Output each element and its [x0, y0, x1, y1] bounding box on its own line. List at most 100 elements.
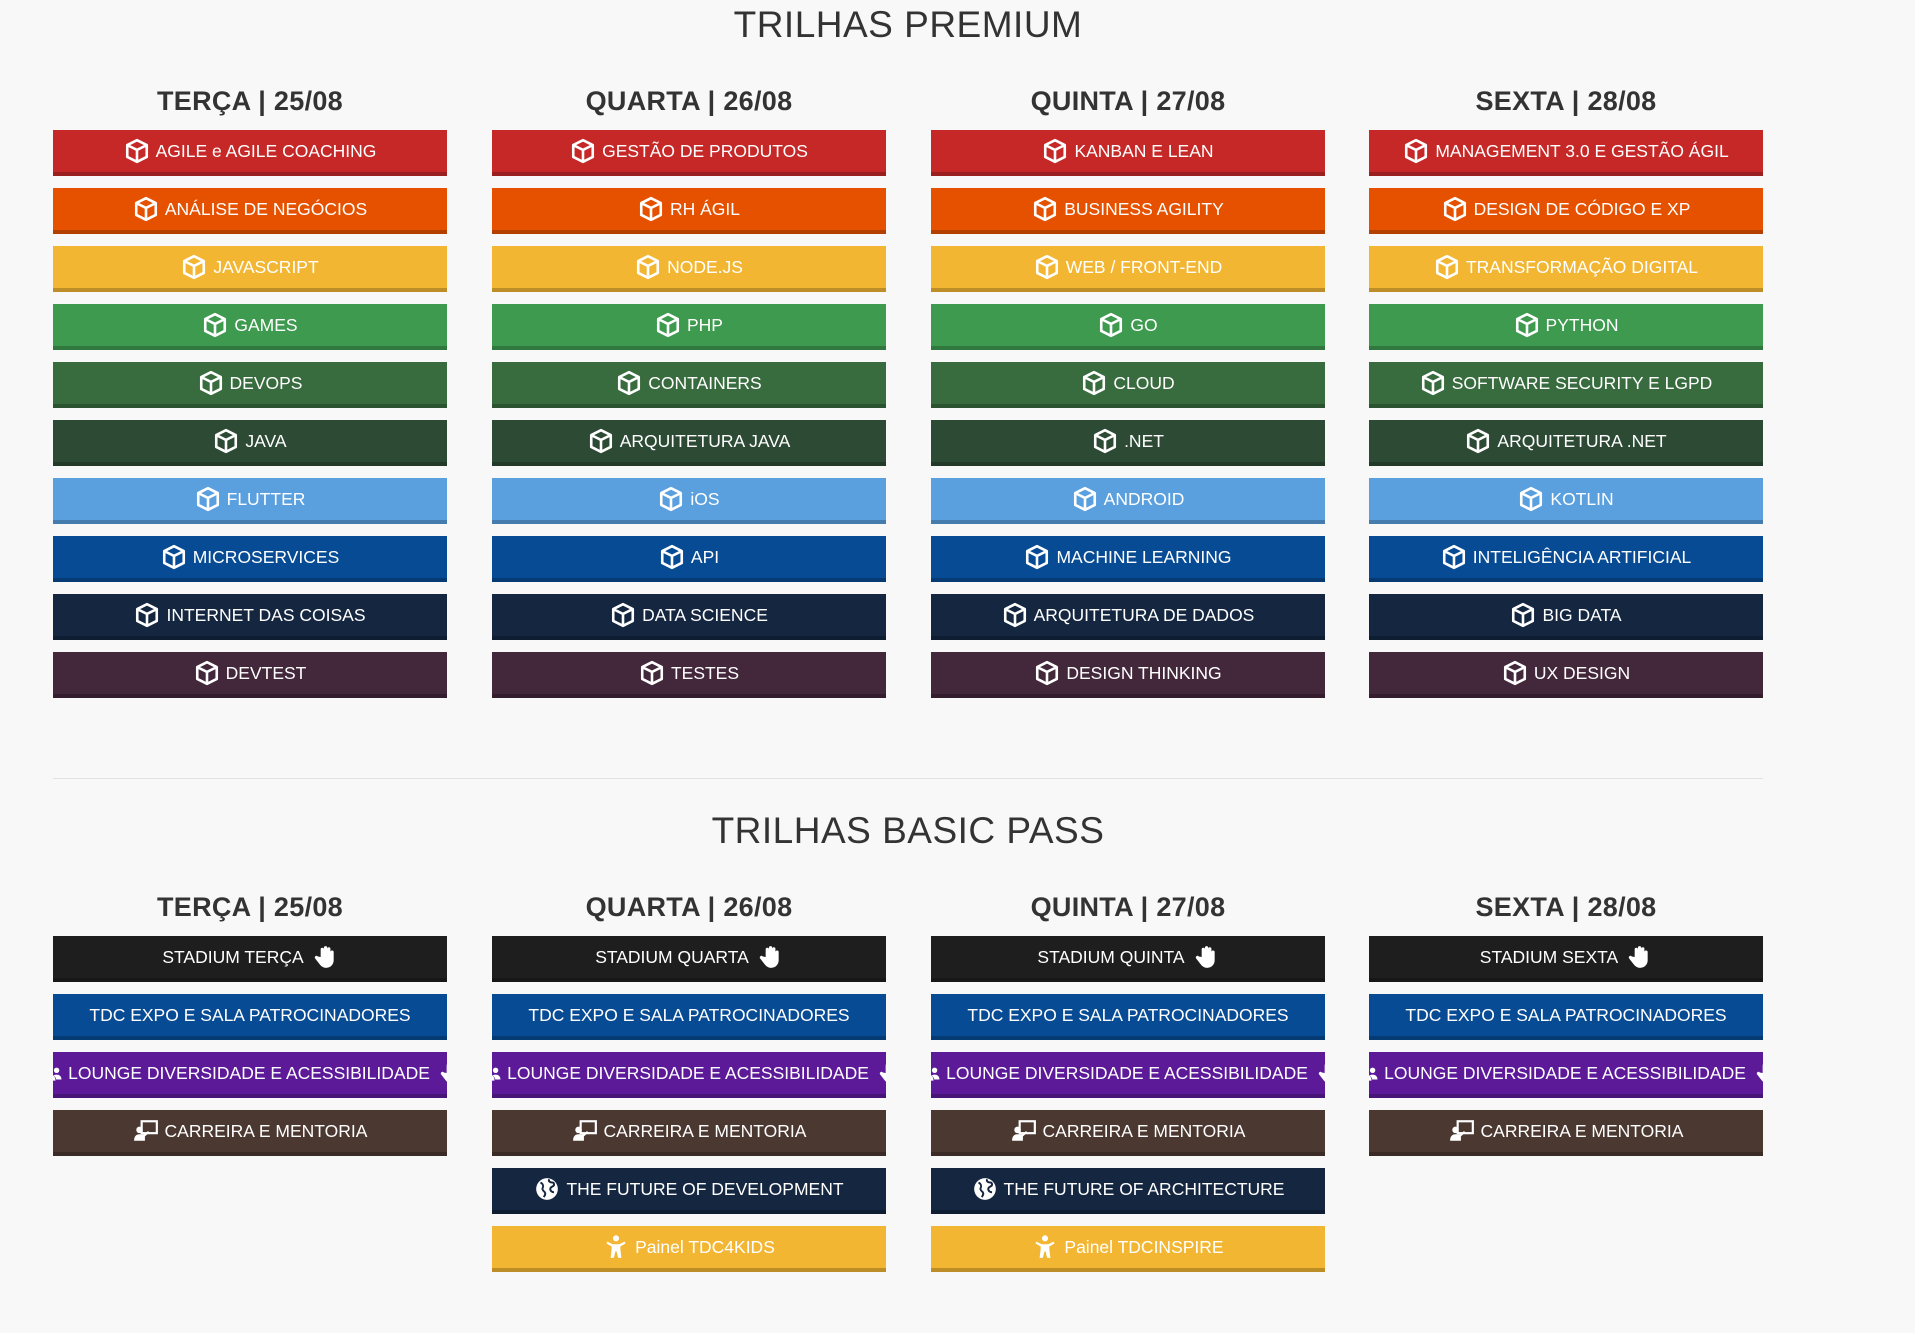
track-button-testes[interactable]: TESTES — [492, 652, 886, 698]
track-button-analise-de-negocios[interactable]: ANÁLISE DE NEGÓCIOS — [53, 188, 447, 234]
track-button-tdc-expo-e-sala-patrocinadores[interactable]: TDC EXPO E SALA PATROCINADORES — [492, 994, 886, 1040]
globe-icon — [972, 1176, 998, 1202]
track-label: AGILE e AGILE COACHING — [155, 140, 377, 161]
track-button-web-front-end[interactable]: WEB / FRONT-END — [931, 246, 1325, 292]
track-label: DESIGN DE CÓDIGO E XP — [1473, 198, 1691, 219]
track-button-flutter[interactable]: FLUTTER — [53, 478, 447, 524]
track-button-tdc-expo-e-sala-patrocinadores[interactable]: TDC EXPO E SALA PATROCINADORES — [931, 994, 1325, 1040]
track-button-android[interactable]: ANDROID — [931, 478, 1325, 524]
track-button-ux-design[interactable]: UX DESIGN — [1369, 652, 1763, 698]
track-button-design-thinking[interactable]: DESIGN THINKING — [931, 652, 1325, 698]
day-title: SEXTA | 28/08 — [1475, 86, 1657, 116]
track-button-lounge-diversidade-e-acessibilidade[interactable]: LOUNGE DIVERSIDADE E ACESSIBILIDADE — [1369, 1052, 1763, 1098]
track-label: JAVASCRIPT — [213, 256, 319, 277]
track-button-carreira-e-mentoria[interactable]: CARREIRA E MENTORIA — [492, 1110, 886, 1156]
track-button-devtest[interactable]: DEVTEST — [53, 652, 447, 698]
track-button-games[interactable]: GAMES — [53, 304, 447, 350]
cube-icon — [635, 254, 661, 280]
track-button-lounge-diversidade-e-acessibilidade[interactable]: LOUNGE DIVERSIDADE E ACESSIBILIDADE — [931, 1052, 1325, 1098]
track-button-rh-agil[interactable]: RH ÁGIL — [492, 188, 886, 234]
track-button-ios[interactable]: iOS — [492, 478, 886, 524]
track-button-inteligencia-artificial[interactable]: INTELIGÊNCIA ARTIFICIAL — [1369, 536, 1763, 582]
track-button-design-de-codigo-e-xp[interactable]: DESIGN DE CÓDIGO E XP — [1369, 188, 1763, 234]
basic-day-column: TERÇA | 25/08 STADIUM TERÇA TDC EXPO E SAL… — [53, 886, 447, 1168]
cube-icon — [1434, 254, 1460, 280]
track-button-carreira-e-mentoria[interactable]: CARREIRA E MENTORIA — [1369, 1110, 1763, 1156]
cube-icon — [161, 544, 187, 570]
track-label: INTELIGÊNCIA ARTIFICIAL — [1472, 546, 1692, 567]
users-icon — [53, 1060, 62, 1086]
track-label: LOUNGE DIVERSIDADE E ACESSIBILIDADE — [68, 1062, 430, 1083]
track-button-the-future-of-architecture[interactable]: THE FUTURE OF ARCHITECTURE — [931, 1168, 1325, 1214]
track-button-javascript[interactable]: JAVASCRIPT — [53, 246, 447, 292]
track-label: API — [690, 546, 720, 567]
track-label: KANBAN E LEAN — [1074, 140, 1214, 161]
track-button-the-future-of-development[interactable]: THE FUTURE OF DEVELOPMENT — [492, 1168, 886, 1214]
track-button-gestao-de-produtos[interactable]: GESTÃO DE PRODUTOS — [492, 130, 886, 176]
track-button-arquitetura-de-dados[interactable]: ARQUITETURA DE DADOS — [931, 594, 1325, 640]
track-button-carreira-e-mentoria[interactable]: CARREIRA E MENTORIA — [53, 1110, 447, 1156]
track-button-big-data[interactable]: BIG DATA — [1369, 594, 1763, 640]
track-label: TDC EXPO E SALA PATROCINADORES — [1405, 1004, 1727, 1025]
track-button-kanban-e-lean[interactable]: KANBAN E LEAN — [931, 130, 1325, 176]
track-button-business-agility[interactable]: BUSINESS AGILITY — [931, 188, 1325, 234]
track-label: STADIUM SEXTA — [1479, 946, 1619, 967]
track-button-painel-tdc4kids[interactable]: Painel TDC4KIDS — [492, 1226, 886, 1272]
track-label: MANAGEMENT 3.0 E GESTÃO ÁGIL — [1435, 140, 1729, 161]
track-label: STADIUM QUARTA — [595, 946, 749, 967]
cube-icon — [639, 660, 665, 686]
track-button-transformacao-digital[interactable]: TRANSFORMAÇÃO DIGITAL — [1369, 246, 1763, 292]
track-button-machine-learning[interactable]: MACHINE LEARNING — [931, 536, 1325, 582]
track-label: CARREIRA E MENTORIA — [1042, 1120, 1246, 1141]
track-button-kotlin[interactable]: KOTLIN — [1369, 478, 1763, 524]
track-label: MACHINE LEARNING — [1056, 546, 1232, 567]
track-button-php[interactable]: PHP — [492, 304, 886, 350]
track-button-carreira-e-mentoria[interactable]: CARREIRA E MENTORIA — [931, 1110, 1325, 1156]
track-button-lounge-diversidade-e-acessibilidade[interactable]: LOUNGE DIVERSIDADE E ACESSIBILIDADE — [492, 1052, 886, 1098]
track-button-cloud[interactable]: CLOUD — [931, 362, 1325, 408]
track-button-api[interactable]: API — [492, 536, 886, 582]
track-label: INTERNET DAS COISAS — [166, 604, 366, 625]
track-button-stadium-sexta[interactable]: STADIUM SEXTA — [1369, 936, 1763, 982]
track-button-devops[interactable]: DEVOPS — [53, 362, 447, 408]
teacher-icon — [133, 1118, 159, 1144]
track-button-stadium-quarta[interactable]: STADIUM QUARTA — [492, 936, 886, 982]
day-title: QUINTA | 27/08 — [1030, 86, 1226, 116]
track-button-stadium-terca[interactable]: STADIUM TERÇA — [53, 936, 447, 982]
cube-icon — [1098, 312, 1124, 338]
track-button-tdc-expo-e-sala-patrocinadores[interactable]: TDC EXPO E SALA PATROCINADORES — [1369, 994, 1763, 1040]
track-label: PYTHON — [1545, 314, 1619, 335]
track-button-node-js[interactable]: NODE.JS — [492, 246, 886, 292]
track-button-lounge-diversidade-e-acessibilidade[interactable]: LOUNGE DIVERSIDADE E ACESSIBILIDADE — [53, 1052, 447, 1098]
track-button-painel-tdcinspire[interactable]: Painel TDCINSPIRE — [931, 1226, 1325, 1272]
track-label: GAMES — [234, 314, 298, 335]
track-button-software-security-e-lgpd[interactable]: SOFTWARE SECURITY E LGPD — [1369, 362, 1763, 408]
cube-icon — [1441, 544, 1467, 570]
child-icon — [1032, 1234, 1058, 1260]
track-button-agile-e-agile-coaching[interactable]: AGILE e AGILE COACHING — [53, 130, 447, 176]
track-button-go[interactable]: GO — [931, 304, 1325, 350]
track-button-containers[interactable]: CONTAINERS — [492, 362, 886, 408]
track-button-net[interactable]: .NET — [931, 420, 1325, 466]
track-label: TDC EXPO E SALA PATROCINADORES — [89, 1004, 411, 1025]
track-label: LOUNGE DIVERSIDADE E ACESSIBILIDADE — [507, 1062, 869, 1083]
track-button-tdc-expo-e-sala-patrocinadores[interactable]: TDC EXPO E SALA PATROCINADORES — [53, 994, 447, 1040]
track-button-microservices[interactable]: MICROSERVICES — [53, 536, 447, 582]
track-button-internet-das-coisas[interactable]: INTERNET DAS COISAS — [53, 594, 447, 640]
track-label: DEVOPS — [229, 372, 303, 393]
track-button-stadium-quinta[interactable]: STADIUM QUINTA — [931, 936, 1325, 982]
track-button-management-3-0-e-gestao-agil[interactable]: MANAGEMENT 3.0 E GESTÃO ÁGIL — [1369, 130, 1763, 176]
track-button-python[interactable]: PYTHON — [1369, 304, 1763, 350]
basic-section-title: TRILHAS BASIC PASS — [711, 810, 1105, 851]
track-button-data-science[interactable]: DATA SCIENCE — [492, 594, 886, 640]
cube-icon — [1518, 486, 1544, 512]
track-button-arquitetura-java[interactable]: ARQUITETURA JAVA — [492, 420, 886, 466]
premium-day-column: QUARTA | 26/08 GESTÃO DE PRODUTOS RH ÁGIL N… — [492, 80, 886, 710]
track-button-java[interactable]: JAVA — [53, 420, 447, 466]
track-button-arquitetura-net[interactable]: ARQUITETURA .NET — [1369, 420, 1763, 466]
track-label: TDC EXPO E SALA PATROCINADORES — [528, 1004, 850, 1025]
hand-icon — [757, 944, 783, 970]
track-label: DATA SCIENCE — [642, 604, 768, 625]
track-label: PHP — [687, 314, 723, 335]
cube-icon — [1002, 602, 1028, 628]
